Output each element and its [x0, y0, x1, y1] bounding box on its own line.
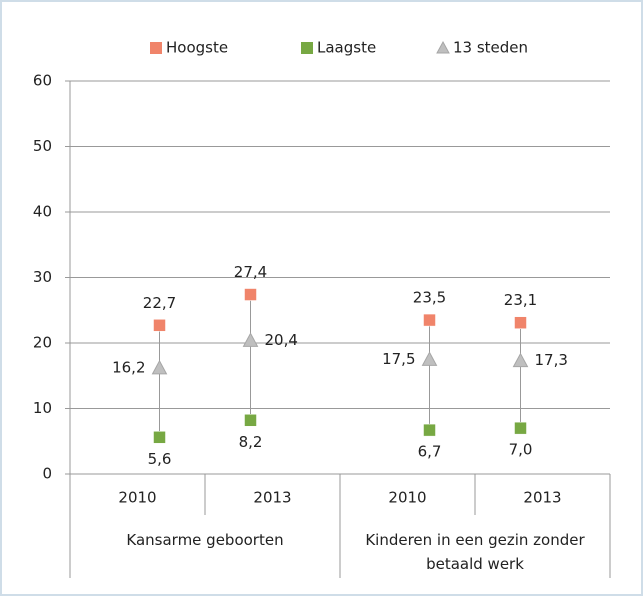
- data-label: 5,6: [148, 450, 172, 468]
- marker: [244, 288, 257, 301]
- legend-marker: [301, 42, 313, 54]
- y-tick-label: 10: [33, 399, 52, 417]
- y-tick-label: 40: [33, 203, 52, 221]
- marker: [423, 423, 436, 437]
- data-label: 16,2: [112, 358, 145, 376]
- marker: [153, 431, 166, 444]
- group-label: Kansarme geboorten: [126, 531, 284, 549]
- data-label: 27,4: [234, 263, 267, 281]
- data-label: 20,4: [265, 331, 298, 349]
- legend-marker: [436, 40, 450, 54]
- x-tick-label: 2010: [388, 489, 426, 507]
- x-tick-label: 2013: [253, 489, 291, 507]
- data-label: 8,2: [239, 433, 263, 451]
- marker: [151, 359, 168, 375]
- y-tick-label: 0: [42, 465, 52, 483]
- data-label: 23,1: [504, 291, 537, 309]
- marker: [514, 316, 527, 329]
- marker: [244, 414, 257, 427]
- data-label: 22,7: [143, 294, 176, 312]
- legend-label: Hoogste: [166, 39, 228, 57]
- marker: [242, 332, 259, 347]
- marker: [421, 351, 438, 366]
- data-label: 6,7: [418, 443, 442, 461]
- data-label: 23,5: [413, 289, 446, 307]
- y-tick-label: 50: [33, 137, 52, 155]
- y-tick-label: 30: [33, 268, 52, 286]
- legend-label: 13 steden: [453, 39, 528, 57]
- marker: [514, 421, 527, 435]
- group-label: Kinderen in een gezin zonder betaald wer…: [365, 531, 585, 573]
- marker: [423, 313, 436, 327]
- marker: [512, 352, 529, 368]
- legend-marker: [150, 42, 162, 54]
- y-tick-label: 20: [33, 334, 52, 352]
- data-label: 17,3: [535, 351, 568, 369]
- data-label: 17,5: [382, 350, 415, 368]
- x-tick-label: 2013: [523, 489, 561, 507]
- legend-label: Laagste: [317, 39, 376, 57]
- marker: [153, 319, 166, 332]
- y-tick-label: 60: [33, 72, 52, 90]
- data-label: 7,0: [509, 441, 533, 459]
- x-tick-label: 2010: [118, 489, 156, 507]
